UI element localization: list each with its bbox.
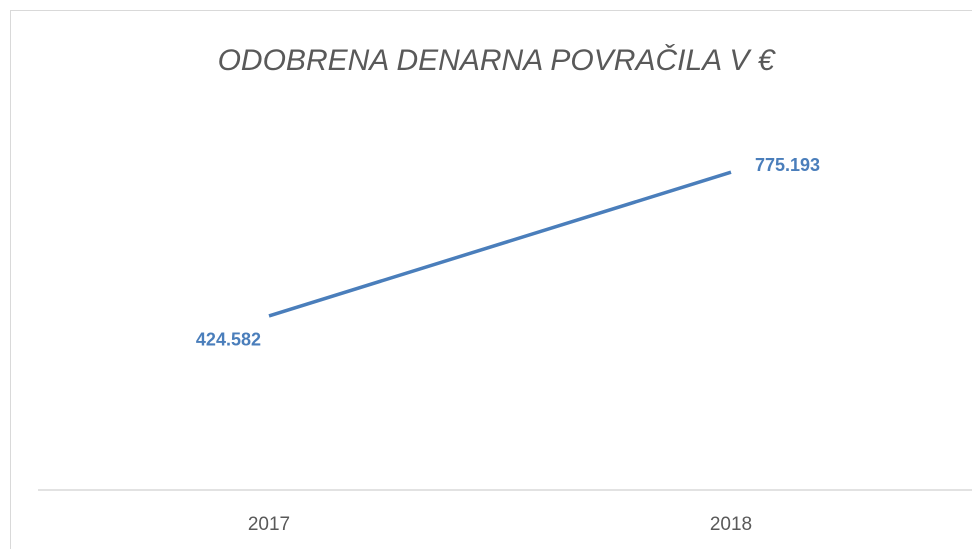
value-label: 775.193 xyxy=(755,155,820,175)
line xyxy=(268,170,732,318)
chart-title: ODOBRENA DENARNA POVRAČILA V € xyxy=(218,43,776,77)
chart-frame xyxy=(10,10,972,549)
x-tick-label: 2017 xyxy=(248,514,290,535)
value-label: 424.582 xyxy=(196,330,261,350)
x-tick-label: 2018 xyxy=(710,514,752,535)
